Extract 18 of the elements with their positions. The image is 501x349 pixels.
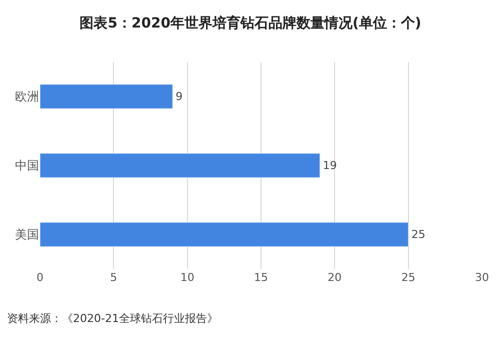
- data-label: 9: [176, 90, 183, 104]
- chart-title: 图表5：2020年世界培育钻石品牌数量情况(单位：个): [80, 14, 422, 32]
- x-tick-label: 15: [254, 271, 268, 284]
- x-tick-label: 5: [110, 271, 118, 284]
- y-tick-label: 美国: [15, 228, 39, 242]
- x-tick-label: 25: [401, 271, 416, 284]
- text: 资料来源：《2020-21全球钻石行业报告》: [7, 312, 218, 325]
- y-tick-label: 中国: [15, 158, 39, 173]
- x-tick-label: 30: [475, 271, 489, 284]
- data-label: 19: [322, 159, 337, 172]
- bar: [40, 84, 173, 109]
- y-tick-label: 欧洲: [15, 90, 39, 104]
- x-tick-label: 10: [180, 271, 194, 284]
- data-label: 25: [411, 228, 426, 242]
- bar: [40, 222, 409, 247]
- x-tick-label: 20: [328, 271, 342, 284]
- x-tick-label: 0: [36, 271, 44, 284]
- bar: [40, 153, 320, 178]
